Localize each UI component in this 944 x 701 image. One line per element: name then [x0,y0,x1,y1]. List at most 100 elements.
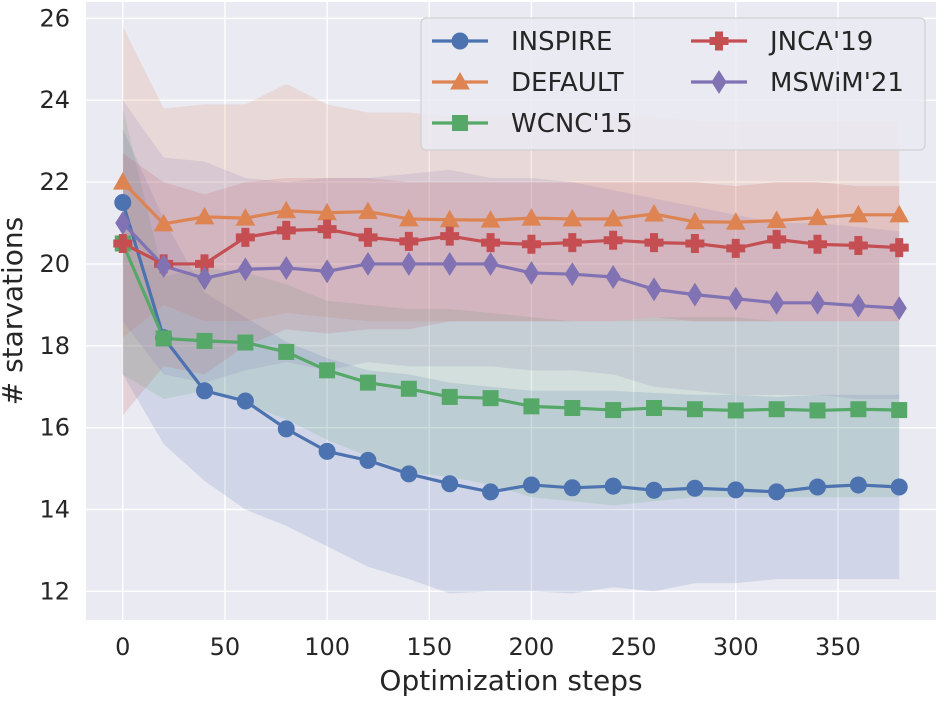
x-tick-label: 200 [509,633,555,661]
point-wcnc-15 [155,330,172,347]
point-mswim-21 [605,265,621,289]
point-mswim-21 [442,252,458,276]
point-jnca-19 [603,230,623,250]
point-default [194,206,215,225]
point-jnca-19 [726,238,746,258]
point-mswim-21 [769,290,785,315]
point-inspire [114,194,132,212]
point-mswim-21 [687,282,703,307]
y-tick-label: 16 [39,414,70,442]
point-inspire [482,483,500,501]
point-wcnc-15 [400,380,417,397]
x-tick-label: 350 [815,633,861,661]
point-mswim-21 [891,296,907,321]
band-inspire [122,128,900,594]
point-jnca-19 [440,226,460,246]
y-tick-label: 12 [39,577,70,605]
point-inspire [727,481,745,499]
point-mswim-21 [646,277,662,302]
x-tick-label: 100 [304,633,350,661]
point-default [644,203,664,222]
point-wcnc-15 [359,374,376,391]
point-inspire [196,382,214,400]
point-jnca-19 [235,227,255,247]
point-default [725,212,746,230]
confidence-bands [122,26,900,594]
point-wcnc-15 [809,402,826,419]
point-mswim-21 [360,252,376,276]
point-default [848,204,869,223]
point-default [112,172,133,190]
point-jnca-19 [521,234,541,254]
y-tick-label: 22 [39,168,70,196]
point-inspire [686,479,704,497]
y-tick-labels: 12 14 16 18 20 22 24 26 [39,4,70,605]
x-tick-label: 250 [611,633,657,661]
point-jnca-19 [767,229,787,249]
point-inspire [849,476,867,494]
band-mswim-21 [122,100,900,399]
point-wcnc-15 [686,401,703,418]
point-mswim-21 [237,257,253,282]
point-inspire [359,451,377,469]
point-default [480,210,501,228]
point-inspire [768,483,786,501]
series-markers [112,172,910,501]
point-inspire [236,392,254,410]
band-default [122,26,900,338]
point-wcnc-15 [768,401,785,418]
point-jnca-19 [113,233,133,253]
point-inspire [318,442,336,460]
point-wcnc-15 [605,402,622,419]
point-default [766,210,787,229]
point-mswim-21 [319,259,335,284]
legend-label-mswim-21: MSWiM'21 [770,68,904,98]
point-jnca-19 [358,227,378,247]
x-tick-label: 0 [115,633,130,661]
point-default [398,208,419,227]
y-tick-label: 24 [39,86,70,114]
point-default [235,208,256,226]
point-mswim-21 [523,261,540,285]
point-inspire [277,420,295,438]
point-jnca-19 [807,234,827,254]
legend-label-inspire: INSPIRE [511,27,612,57]
point-inspire [522,476,540,494]
y-tick-label: 20 [39,250,70,278]
point-jnca-19 [889,238,909,258]
point-mswim-21 [401,252,417,276]
point-jnca-19 [317,219,337,239]
point-default [153,213,174,232]
point-jnca-19 [685,233,705,253]
point-mswim-21 [809,290,826,315]
line-default [121,180,900,226]
x-axis-title: Optimization steps [379,664,642,697]
x-tick-label: 50 [210,633,241,661]
legend-label-wcnc-15: WCNC'15 [511,109,633,139]
legend-marker-default [450,71,470,90]
point-inspire [441,475,459,493]
point-wcnc-15 [319,362,336,379]
legend-label-default: DEFAULT [511,68,624,98]
band-jnca-19 [122,153,900,416]
point-inspire [890,478,908,496]
point-default [603,208,624,227]
point-default [889,204,910,223]
point-mswim-21 [278,256,294,280]
legend-marker-wcnc-15 [452,115,468,131]
point-inspire [808,478,826,496]
point-wcnc-15 [237,334,254,351]
point-inspire [563,479,581,497]
point-wcnc-15 [891,402,908,419]
point-default [521,208,542,226]
point-wcnc-15 [482,390,499,407]
point-jnca-19 [276,220,296,240]
point-default [807,207,828,226]
legend: INSPIRE DEFAULT WCNC'15 JNCA'19 MSWiM'21 [420,17,926,151]
x-tick-label: 150 [406,633,452,661]
point-mswim-21 [115,211,131,235]
y-axis-title: # starvations [0,217,29,406]
point-mswim-21 [564,262,580,287]
point-default [358,201,378,220]
point-inspire [604,477,622,495]
